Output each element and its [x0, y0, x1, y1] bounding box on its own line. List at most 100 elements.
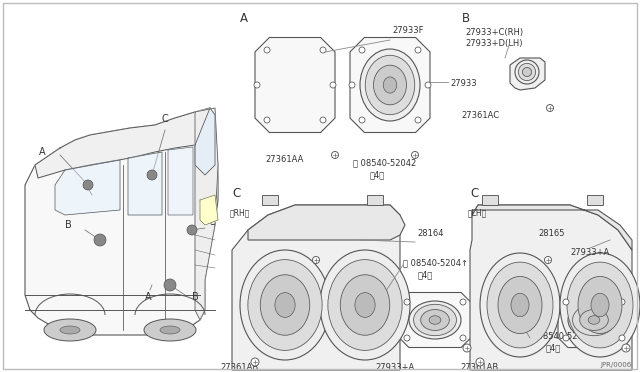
Text: （4）: （4）	[546, 343, 561, 352]
Polygon shape	[350, 38, 430, 132]
Circle shape	[522, 67, 532, 77]
Circle shape	[83, 180, 93, 190]
Ellipse shape	[560, 253, 640, 357]
Polygon shape	[232, 205, 400, 370]
Ellipse shape	[480, 253, 560, 357]
Ellipse shape	[511, 293, 529, 317]
Circle shape	[330, 82, 336, 88]
Ellipse shape	[588, 316, 600, 324]
Circle shape	[320, 117, 326, 123]
Circle shape	[547, 105, 554, 112]
Circle shape	[463, 344, 471, 352]
Polygon shape	[587, 195, 603, 205]
Circle shape	[264, 117, 270, 123]
Text: B: B	[65, 220, 72, 230]
Circle shape	[619, 335, 625, 341]
Ellipse shape	[328, 260, 402, 350]
Text: A: A	[38, 147, 45, 157]
Circle shape	[563, 299, 569, 305]
Ellipse shape	[578, 276, 622, 334]
Circle shape	[332, 151, 339, 158]
Polygon shape	[195, 108, 215, 175]
Text: C: C	[209, 217, 216, 227]
Ellipse shape	[573, 304, 616, 336]
Text: Ⓢ 08540-52042: Ⓢ 08540-52042	[530, 331, 593, 340]
Text: B: B	[462, 12, 470, 25]
Circle shape	[359, 117, 365, 123]
Ellipse shape	[413, 304, 456, 336]
Ellipse shape	[260, 275, 310, 335]
Text: 27933: 27933	[450, 79, 477, 88]
Ellipse shape	[60, 326, 80, 334]
Text: 27361AA: 27361AA	[266, 155, 304, 164]
Text: 28164: 28164	[417, 229, 444, 238]
Ellipse shape	[275, 293, 295, 317]
Text: 27933+A: 27933+A	[570, 248, 609, 257]
Ellipse shape	[320, 250, 410, 360]
Ellipse shape	[420, 310, 449, 330]
Text: 27361AB: 27361AB	[221, 363, 259, 372]
Polygon shape	[472, 205, 632, 250]
Ellipse shape	[591, 293, 609, 317]
Circle shape	[254, 82, 260, 88]
Polygon shape	[168, 147, 193, 215]
Polygon shape	[262, 195, 278, 205]
Circle shape	[412, 151, 419, 158]
Circle shape	[404, 335, 410, 341]
Polygon shape	[255, 38, 335, 132]
Ellipse shape	[568, 301, 620, 339]
Text: C: C	[232, 187, 240, 200]
Circle shape	[147, 170, 157, 180]
Ellipse shape	[374, 65, 406, 105]
Circle shape	[415, 117, 421, 123]
Polygon shape	[35, 108, 215, 178]
Ellipse shape	[240, 250, 330, 360]
Text: A: A	[240, 12, 248, 25]
Ellipse shape	[409, 301, 461, 339]
Ellipse shape	[44, 319, 96, 341]
Polygon shape	[195, 108, 218, 320]
Polygon shape	[25, 108, 218, 335]
Polygon shape	[367, 195, 383, 205]
Ellipse shape	[360, 49, 420, 121]
Text: （4）: （4）	[418, 270, 433, 279]
Text: C: C	[470, 187, 478, 200]
Ellipse shape	[144, 319, 196, 341]
Text: JPR/0006: JPR/0006	[601, 362, 632, 368]
Ellipse shape	[567, 262, 633, 348]
Text: 27361AC: 27361AC	[461, 111, 499, 120]
Ellipse shape	[160, 326, 180, 334]
Ellipse shape	[248, 260, 322, 350]
Text: 27933+C(RH): 27933+C(RH)	[465, 28, 523, 37]
Polygon shape	[482, 195, 498, 205]
Ellipse shape	[487, 262, 553, 348]
Circle shape	[619, 299, 625, 305]
Ellipse shape	[340, 275, 390, 335]
Circle shape	[251, 358, 259, 366]
Circle shape	[187, 225, 197, 235]
Circle shape	[415, 47, 421, 53]
Polygon shape	[399, 292, 471, 347]
Ellipse shape	[383, 77, 397, 93]
Polygon shape	[200, 195, 218, 225]
Polygon shape	[55, 160, 120, 215]
Circle shape	[518, 63, 536, 81]
Text: Ⓢ 08540-52042: Ⓢ 08540-52042	[353, 158, 416, 167]
Text: 27933F: 27933F	[392, 26, 424, 35]
Circle shape	[425, 82, 431, 88]
Circle shape	[359, 47, 365, 53]
Text: 27933+A: 27933+A	[376, 363, 415, 372]
Circle shape	[476, 358, 484, 366]
Circle shape	[404, 299, 410, 305]
Ellipse shape	[429, 316, 441, 324]
Circle shape	[460, 299, 466, 305]
Polygon shape	[510, 58, 545, 90]
Text: A: A	[145, 292, 151, 302]
Ellipse shape	[580, 310, 608, 330]
Text: B: B	[191, 292, 198, 302]
Circle shape	[515, 60, 539, 84]
Polygon shape	[558, 292, 630, 347]
Text: C: C	[162, 114, 168, 124]
Text: （RH）: （RH）	[230, 208, 250, 217]
Circle shape	[320, 47, 326, 53]
